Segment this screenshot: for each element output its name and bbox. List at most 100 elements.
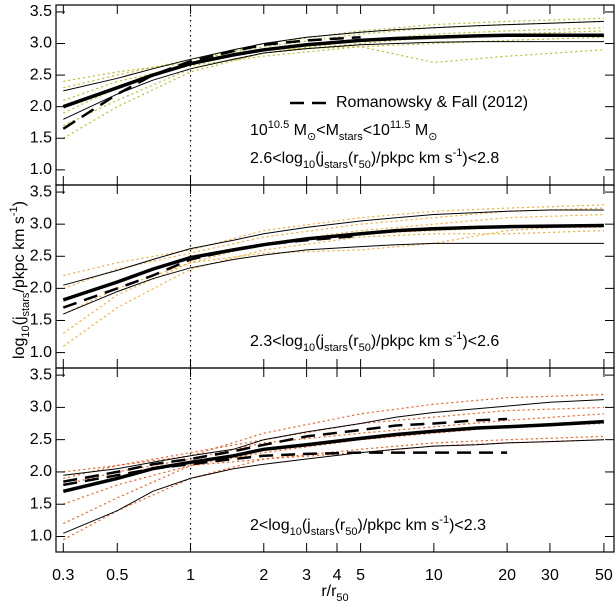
y-tick-label: 1.5 [30,129,52,146]
plot-area [62,204,604,347]
solid-line [63,242,604,315]
text-segment: r/r [321,583,337,600]
text-segment: ⊙ [307,131,316,143]
text-segment: 10 [290,526,302,538]
dotted-line [62,230,604,347]
dotted-line [63,439,604,505]
text-segment: stars [324,342,348,354]
text-segment: 10 [20,325,32,337]
text-segment: (j [315,333,324,350]
y-tick-label: 3.0 [30,399,52,416]
y-tick-label: 1.5 [30,312,52,329]
y-tick-label: 1.0 [30,161,52,178]
text-segment: M [410,122,428,139]
text-segment: 10 [303,159,315,171]
text-segment: 11.5 [390,119,411,131]
text-segment: (j [315,150,324,167]
text-segment: M [289,122,307,139]
dotted-line [63,422,604,525]
dashed-line [62,234,361,309]
text-segment: (r [335,517,346,534]
text-segment: /pkpc km s [11,216,28,292]
text-segment: -1 [8,206,20,216]
dashed-line [62,35,361,130]
dashed-line [63,451,508,487]
dotted-line [62,27,604,139]
text-segment: -1 [453,330,463,342]
y-tick-label: 2.0 [30,463,52,480]
annotation: 2.6<log10(jstars(r50)/pkpc km s-1)<2.8 [250,147,499,171]
text-segment: 2.3<log [250,333,303,350]
text-segment: )/pkpc km s [357,517,439,534]
solid-line [63,209,604,286]
y-tick-label: 3.5 [30,366,52,383]
y-tick-label: 1.5 [30,495,52,512]
panel-frame [55,184,615,369]
text-segment: ⊙ [428,131,437,143]
y-tick-label: 1.0 [30,528,52,545]
text-segment: 10.5 [268,119,289,131]
text-segment: (j [302,517,311,534]
text-segment: 50 [359,159,371,171]
text-segment: <M [316,122,339,139]
text-segment: log [11,338,28,359]
y-tick-label: 2.5 [30,66,52,83]
text-segment: (j [11,316,28,325]
text-segment: 2.6<log [250,150,303,167]
x-tick-label: 20 [498,567,516,584]
text-segment: 50 [359,342,371,354]
x-tick-label: 4 [333,567,342,584]
text-segment: )/pkpc km s [371,333,453,350]
text-segment: )<2.8 [462,150,499,167]
panel-frame [55,367,615,553]
text-segment: )/pkpc km s [371,150,453,167]
y-tick-label: 3.5 [30,3,52,20]
text-segment: (r [348,150,359,167]
text-segment: -1 [453,147,463,159]
y-tick-label: 2.5 [30,431,52,448]
text-segment: 10 [250,122,268,139]
y-tick-label: 2.0 [30,98,52,115]
dotted-line [63,207,604,289]
solid-line [63,399,604,476]
annotation: 2.3<log10(jstars(r50)/pkpc km s-1)<2.6 [250,330,499,354]
x-tick-label: 0.5 [106,567,128,584]
x-axis-label: r/r50 [321,583,348,604]
text-segment: )<2.6 [462,333,499,350]
y-tick-label: 2.0 [30,280,52,297]
x-tick-label: 30 [541,567,559,584]
dotted-line [63,226,604,302]
dotted-line [63,393,604,473]
solid-line [62,223,604,302]
y-tick-label: 1.0 [30,344,52,361]
plot-area [62,393,605,541]
x-tick-label: 5 [356,567,365,584]
text-segment: (r [348,333,359,350]
y-tick-label: 3.5 [30,183,52,200]
x-tick-label: 50 [595,567,613,584]
text-segment: 2<log [250,517,290,534]
solid-line [63,439,604,534]
text-segment: stars [20,292,32,316]
text-segment: stars [311,526,335,538]
annotation: 1010.5 M⊙<Mstars<1011.5 M⊙ [250,119,437,143]
y-tick-label: 3.0 [30,35,52,52]
text-segment: stars [339,131,363,143]
y-axis-label: log10(jstars/pkpc km s-1) [8,201,32,359]
x-tick-label: 3 [302,567,311,584]
text-segment: 50 [345,526,357,538]
x-tick-label: 1 [186,567,195,584]
y-tick-label: 2.5 [30,247,52,264]
text-segment: ) [11,201,28,206]
x-tick-label: 0.3 [52,567,74,584]
dotted-line [63,17,604,82]
text-segment: <10 [363,122,390,139]
annotation: 2<log10(jstars(r50)/pkpc km s-1)<2.3 [250,514,486,538]
text-segment: stars [324,159,348,171]
y-tick-label: 3.0 [30,215,52,232]
solid-line [63,20,604,92]
legend-label: Romanowsky & Fall (2012) [336,94,528,111]
plot-area [62,17,604,139]
x-tick-label: 10 [425,567,443,584]
